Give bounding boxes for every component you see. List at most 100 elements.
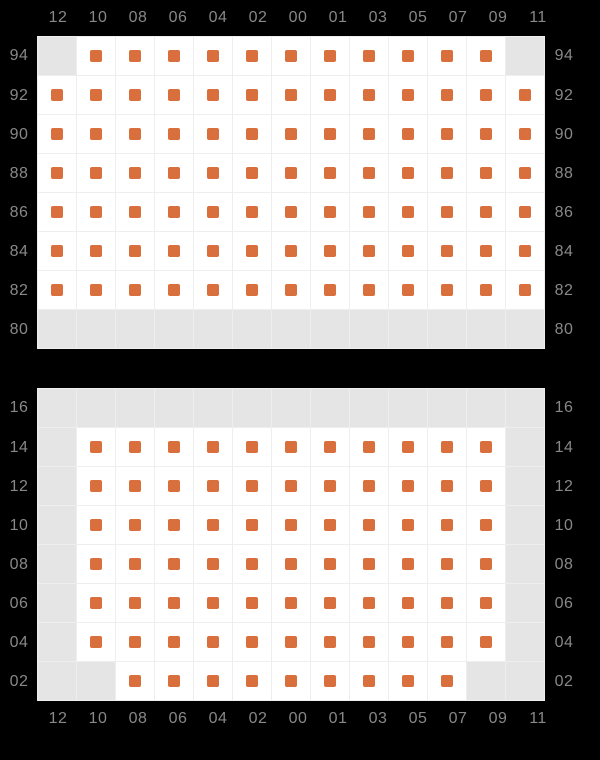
seat-cell[interactable]: [427, 153, 467, 193]
seat-cell[interactable]: [427, 36, 467, 76]
seat-cell[interactable]: [271, 192, 311, 232]
seat-cell[interactable]: [505, 231, 545, 271]
seat-cell[interactable]: [388, 583, 428, 623]
seat-cell[interactable]: [466, 153, 506, 193]
seat-cell[interactable]: [232, 270, 272, 310]
seat-cell[interactable]: [76, 36, 116, 76]
seat-cell[interactable]: [310, 36, 350, 76]
seat-cell[interactable]: [505, 270, 545, 310]
seat-cell[interactable]: [310, 466, 350, 506]
seat-cell[interactable]: [115, 36, 155, 76]
seat-cell[interactable]: [310, 114, 350, 154]
seat-cell[interactable]: [115, 505, 155, 545]
seat-cell[interactable]: [388, 544, 428, 584]
seat-cell[interactable]: [154, 270, 194, 310]
seat-cell[interactable]: [271, 114, 311, 154]
seat-cell[interactable]: [193, 75, 233, 115]
seat-cell[interactable]: [193, 192, 233, 232]
seat-cell[interactable]: [154, 661, 194, 701]
seat-cell[interactable]: [349, 192, 389, 232]
seat-cell[interactable]: [388, 270, 428, 310]
seat-cell[interactable]: [154, 36, 194, 76]
seat-cell[interactable]: [76, 75, 116, 115]
seat-cell[interactable]: [427, 544, 467, 584]
seat-cell[interactable]: [76, 153, 116, 193]
seat-cell[interactable]: [349, 622, 389, 662]
seat-cell[interactable]: [427, 427, 467, 467]
seat-cell[interactable]: [271, 466, 311, 506]
seat-cell[interactable]: [310, 75, 350, 115]
seat-cell[interactable]: [310, 505, 350, 545]
seat-cell[interactable]: [466, 505, 506, 545]
seat-cell[interactable]: [37, 192, 77, 232]
seat-cell[interactable]: [349, 466, 389, 506]
seat-cell[interactable]: [232, 192, 272, 232]
seat-cell[interactable]: [271, 544, 311, 584]
seat-cell[interactable]: [271, 661, 311, 701]
seat-cell[interactable]: [193, 583, 233, 623]
seat-cell[interactable]: [115, 661, 155, 701]
seat-cell[interactable]: [232, 114, 272, 154]
seat-cell[interactable]: [193, 114, 233, 154]
seat-cell[interactable]: [349, 153, 389, 193]
seat-cell[interactable]: [115, 192, 155, 232]
seat-cell[interactable]: [466, 114, 506, 154]
seat-cell[interactable]: [193, 231, 233, 271]
seat-cell[interactable]: [193, 505, 233, 545]
seat-cell[interactable]: [115, 544, 155, 584]
seat-cell[interactable]: [76, 114, 116, 154]
seat-cell[interactable]: [76, 583, 116, 623]
seat-cell[interactable]: [37, 231, 77, 271]
seat-cell[interactable]: [271, 231, 311, 271]
seat-cell[interactable]: [232, 661, 272, 701]
seat-cell[interactable]: [427, 505, 467, 545]
seat-cell[interactable]: [466, 270, 506, 310]
seat-cell[interactable]: [427, 583, 467, 623]
seat-cell[interactable]: [115, 114, 155, 154]
seat-cell[interactable]: [466, 427, 506, 467]
seat-cell[interactable]: [154, 505, 194, 545]
seat-cell[interactable]: [193, 661, 233, 701]
seat-cell[interactable]: [466, 75, 506, 115]
seat-cell[interactable]: [310, 427, 350, 467]
seat-cell[interactable]: [37, 270, 77, 310]
seat-cell[interactable]: [271, 270, 311, 310]
seat-cell[interactable]: [427, 231, 467, 271]
seat-cell[interactable]: [271, 505, 311, 545]
seat-cell[interactable]: [76, 270, 116, 310]
seat-cell[interactable]: [115, 583, 155, 623]
seat-cell[interactable]: [388, 75, 428, 115]
seat-cell[interactable]: [271, 153, 311, 193]
seat-cell[interactable]: [427, 114, 467, 154]
seat-cell[interactable]: [37, 114, 77, 154]
seat-cell[interactable]: [193, 466, 233, 506]
seat-cell[interactable]: [76, 427, 116, 467]
seat-cell[interactable]: [427, 622, 467, 662]
seat-cell[interactable]: [388, 192, 428, 232]
seat-cell[interactable]: [349, 583, 389, 623]
seat-cell[interactable]: [154, 583, 194, 623]
seat-cell[interactable]: [505, 153, 545, 193]
seat-cell[interactable]: [115, 153, 155, 193]
seat-cell[interactable]: [271, 622, 311, 662]
seat-cell[interactable]: [154, 466, 194, 506]
seat-cell[interactable]: [427, 661, 467, 701]
seat-cell[interactable]: [154, 544, 194, 584]
seat-cell[interactable]: [115, 231, 155, 271]
seat-cell[interactable]: [349, 231, 389, 271]
seat-cell[interactable]: [466, 466, 506, 506]
seat-cell[interactable]: [388, 114, 428, 154]
seat-cell[interactable]: [232, 153, 272, 193]
seat-cell[interactable]: [505, 114, 545, 154]
seat-cell[interactable]: [193, 544, 233, 584]
seat-cell[interactable]: [310, 153, 350, 193]
seat-cell[interactable]: [154, 114, 194, 154]
seat-cell[interactable]: [115, 622, 155, 662]
seat-cell[interactable]: [76, 544, 116, 584]
seat-cell[interactable]: [466, 622, 506, 662]
seat-cell[interactable]: [466, 544, 506, 584]
seat-cell[interactable]: [154, 231, 194, 271]
seat-cell[interactable]: [271, 427, 311, 467]
seat-cell[interactable]: [154, 622, 194, 662]
seat-cell[interactable]: [427, 192, 467, 232]
